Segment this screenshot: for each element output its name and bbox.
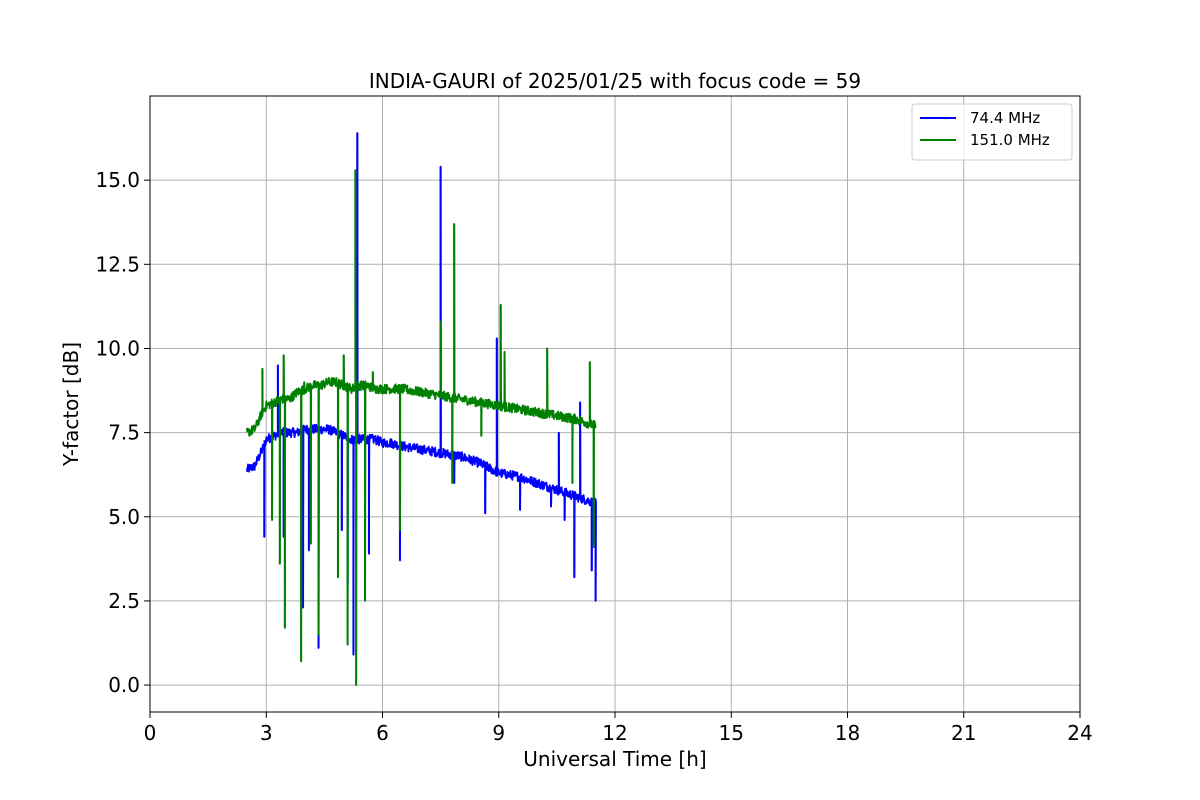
- x-tick-label: 18: [835, 721, 860, 745]
- series-line: [245, 132, 597, 656]
- x-tick-label: 21: [951, 721, 976, 745]
- series-layer: [245, 132, 597, 686]
- x-axis: 0 3 6 9 12 15 18 21 24: [144, 712, 1093, 745]
- chart-title: INDIA-GAURI of 2025/01/25 with focus cod…: [369, 69, 861, 93]
- series-line: [245, 169, 597, 686]
- x-tick-label: 24: [1067, 721, 1092, 745]
- x-axis-label: Universal Time [h]: [523, 747, 706, 771]
- y-tick-label: 10.0: [95, 336, 140, 360]
- legend-label: 74.4 MHz: [970, 109, 1040, 127]
- y-tick-label: 12.5: [95, 252, 140, 276]
- y-tick-label: 15.0: [95, 168, 140, 192]
- y-axis-label: Y-factor [dB]: [59, 342, 83, 467]
- y-tick-label: 5.0: [108, 505, 140, 529]
- legend: 74.4 MHz 151.0 MHz: [911, 103, 1073, 161]
- y-tick-label: 2.5: [108, 589, 140, 613]
- grid-layer: [149, 96, 1081, 712]
- y-axis: 0.0 2.5 5.0 7.5 10.0 12.5 15.0: [95, 168, 150, 697]
- x-tick-label: 15: [719, 721, 744, 745]
- x-tick-label: 6: [376, 721, 389, 745]
- x-tick-label: 9: [492, 721, 505, 745]
- x-tick-label: 0: [144, 721, 157, 745]
- legend-label: 151.0 MHz: [970, 131, 1050, 149]
- x-tick-label: 12: [602, 721, 627, 745]
- y-tick-label: 0.0: [108, 673, 140, 697]
- series-1: [245, 169, 597, 686]
- y-tick-label: 7.5: [108, 421, 140, 445]
- x-tick-label: 3: [260, 721, 273, 745]
